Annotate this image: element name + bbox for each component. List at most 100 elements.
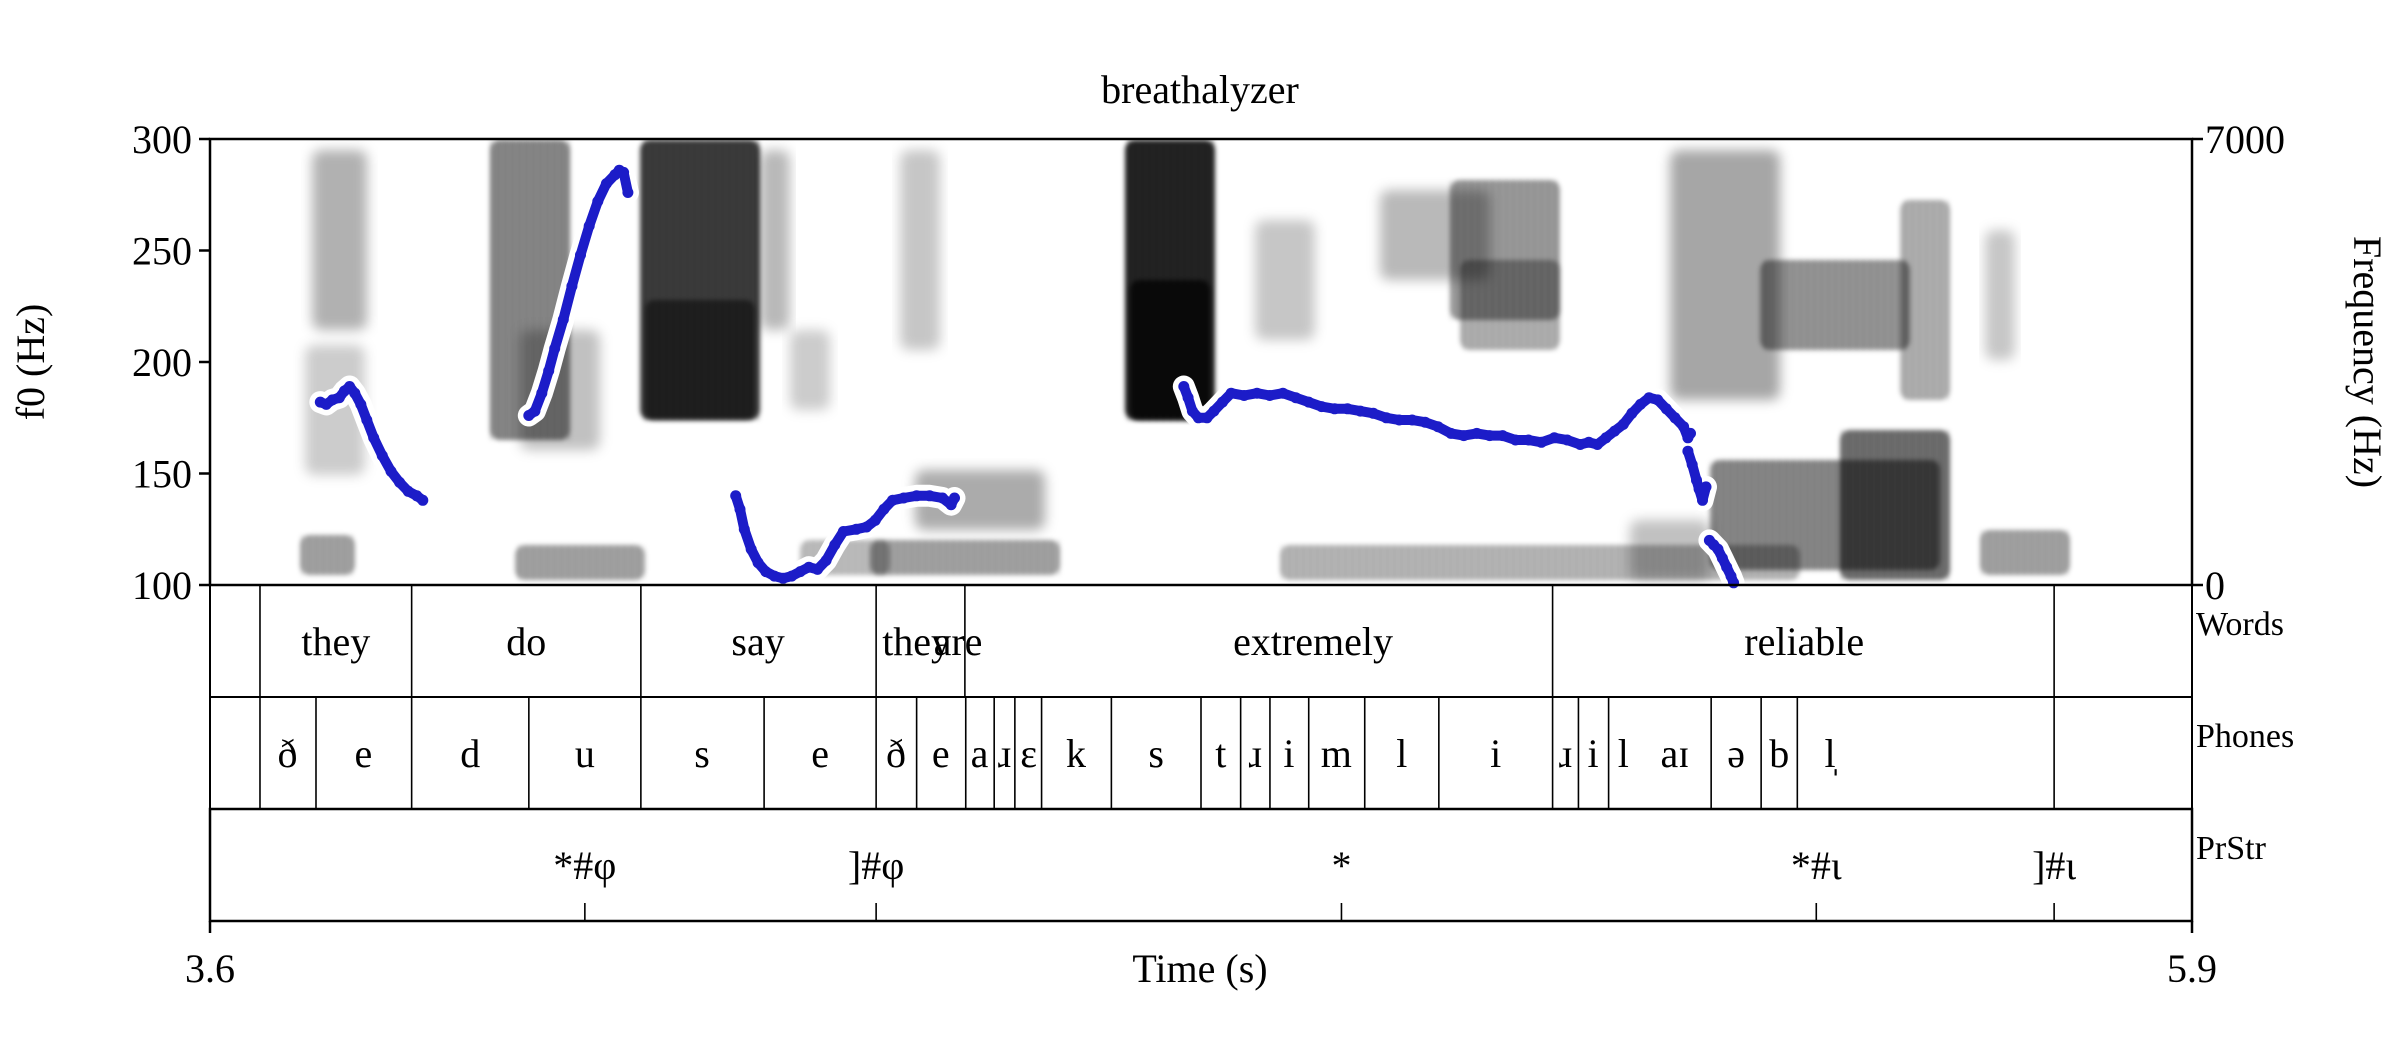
f0-point: [543, 365, 555, 377]
f0-point: [529, 405, 541, 417]
f0-point: [1217, 396, 1228, 408]
f0-point: [861, 521, 873, 533]
f0-point: [361, 414, 373, 426]
f0-point: [1669, 412, 1681, 424]
phone-label: ɹ: [1559, 731, 1572, 776]
f0-point: [1660, 403, 1672, 415]
f0-point: [575, 249, 586, 261]
f0-axis-label: f0 (Hz): [8, 304, 53, 421]
f0-point: [745, 543, 757, 555]
f0-point: [1238, 390, 1250, 401]
phone-label: s: [694, 731, 710, 776]
phone-label: ɛ: [1020, 731, 1037, 776]
f0-point: [1277, 387, 1289, 399]
f0-point: [1354, 405, 1366, 417]
f0-point: [1609, 425, 1621, 437]
f0-point: [1342, 403, 1353, 415]
phone-label: k: [1066, 731, 1086, 776]
phone-label: e: [355, 731, 373, 776]
f0-point: [1561, 434, 1573, 446]
spectrogram-energy: [300, 535, 355, 575]
f0-point: [937, 492, 948, 504]
f0-point: [1712, 543, 1724, 555]
f0-point: [1458, 430, 1470, 442]
spectrogram-energy: [515, 545, 645, 580]
f0-point: [869, 514, 881, 526]
spectrogram-energy: [645, 300, 755, 420]
phone-label: l: [1396, 731, 1407, 776]
f0-point: [1686, 459, 1698, 471]
f0-point: [1419, 416, 1431, 428]
f0-point: [820, 555, 832, 566]
f0-point: [911, 490, 923, 502]
word-label: they: [301, 619, 370, 664]
spectrogram-energy: [312, 150, 367, 330]
f0-point: [794, 566, 806, 578]
prstr-label: *: [1331, 843, 1351, 888]
f0-point: [1445, 427, 1457, 439]
word-label: say: [731, 619, 784, 664]
f0-point: [1728, 577, 1740, 589]
prstr-label: *#ι: [1791, 843, 1842, 888]
f0-point: [730, 490, 742, 502]
f0-point: [924, 490, 936, 502]
phone-label: u: [575, 731, 595, 776]
phone-label: b: [1769, 731, 1789, 776]
f0-point: [1617, 418, 1629, 430]
phone-label: l̩: [1825, 731, 1838, 776]
spectrogram-energy: [1980, 530, 2070, 575]
f0-point: [1523, 434, 1534, 446]
spectrogram-energy: [1630, 520, 1710, 580]
f0-point: [1264, 390, 1276, 401]
phone-label: l: [1618, 731, 1629, 776]
f0-point: [898, 492, 910, 504]
f0-point: [622, 187, 634, 198]
word-label: are: [934, 619, 983, 664]
phone-label: s: [1148, 731, 1164, 776]
f0-point: [1192, 412, 1204, 424]
f0-point: [394, 476, 406, 488]
f0-point: [1691, 474, 1702, 486]
f0-point: [1591, 439, 1603, 450]
tier-name-phones: Phones: [2196, 718, 2294, 755]
phone-label: ð: [278, 731, 298, 776]
f0-tick-label: 100: [132, 563, 192, 608]
f0-point: [1393, 414, 1405, 426]
f0-point: [738, 523, 750, 535]
phone-label: e: [932, 731, 950, 776]
x-axis-label: Time (s): [1132, 946, 1267, 991]
f0-point: [1225, 387, 1237, 399]
f0-pitch-track: [309, 159, 1745, 594]
word-label: they: [882, 619, 951, 664]
f0-point: [549, 343, 561, 355]
f0-point: [1484, 430, 1496, 442]
f0-point: [592, 195, 604, 207]
f0-point: [368, 432, 380, 444]
spectrogram-energy: [1985, 230, 2015, 360]
f0-point: [1303, 396, 1315, 408]
spectrogram-energy: [760, 150, 790, 330]
f0-point: [768, 570, 780, 582]
spectrogram-energy: [1255, 220, 1315, 340]
phone-label: d: [460, 731, 480, 776]
f0-point: [803, 561, 815, 573]
phone-label: ə: [1727, 731, 1745, 776]
f0-point: [752, 557, 764, 569]
f0-point: [1635, 398, 1646, 410]
f0-point: [417, 494, 429, 506]
spectrogram-energy: [1900, 200, 1950, 400]
tier-name-words: Words: [2196, 606, 2284, 643]
f0-point: [887, 494, 898, 506]
f0-point: [829, 539, 841, 551]
frequency-axis-label: Frequency (Hz): [2345, 236, 2390, 488]
x-tick-label-end: 5.9: [2167, 946, 2217, 991]
f0-point: [850, 523, 862, 535]
f0-point: [1367, 407, 1379, 419]
f0-point: [1535, 436, 1547, 448]
f0-tick-label: 150: [132, 452, 192, 497]
spectrogram-energy: [900, 150, 940, 350]
f0-tick-label: 300: [132, 117, 192, 162]
x-tick-label-start: 3.6: [185, 946, 235, 991]
